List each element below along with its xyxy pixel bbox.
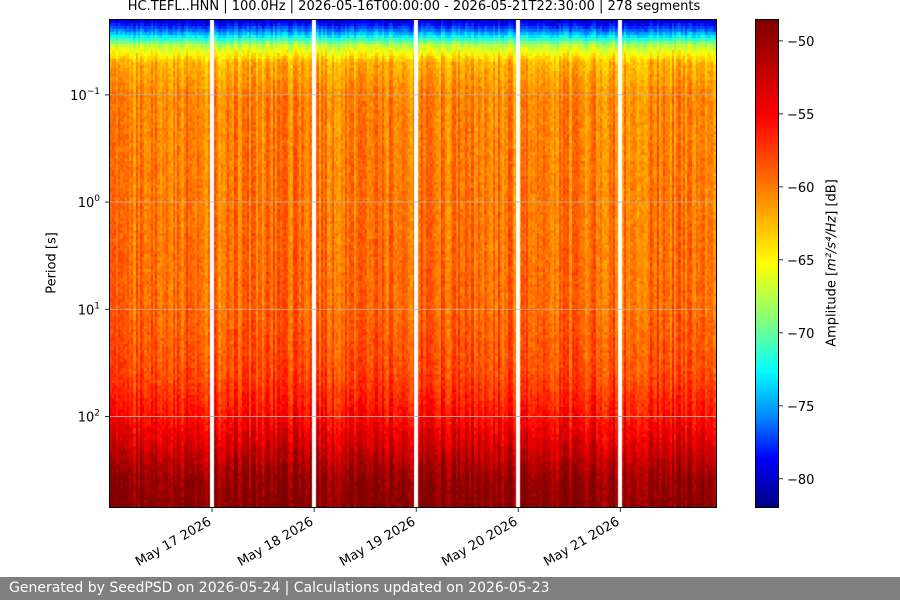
x-tick-label: May 21 2026 <box>541 514 622 569</box>
colorbar-label-text: Amplitude [ <box>824 270 840 347</box>
chart-title: HC.TEFL..HNN | 100.0Hz | 2026-05-16T00:0… <box>127 0 701 14</box>
y-tick-label: 102 <box>78 408 100 425</box>
colorbar-tick-label: −75 <box>787 400 814 415</box>
colorbar-label: Amplitude [m²/s⁴/Hz] [dB] <box>825 179 840 347</box>
colorbar-label-tail: ] [dB] <box>824 179 840 216</box>
colorbar <box>755 19 779 508</box>
colorbar-label-unit: m²/s⁴/Hz <box>824 215 840 271</box>
footer-bar: Generated by SeedPSD on 2026-05-24 | Cal… <box>0 577 900 600</box>
colorbar-tick-label: −60 <box>787 181 814 196</box>
x-tick-label: May 17 2026 <box>133 514 214 569</box>
x-tick-label: May 19 2026 <box>337 514 418 569</box>
y-tick-label: 10−1 <box>70 87 100 104</box>
spectrogram-plot[interactable] <box>109 19 717 508</box>
x-tick-label: May 20 2026 <box>439 514 520 569</box>
colorbar-tick-label: −70 <box>787 327 814 342</box>
spectrogram-heatmap <box>110 20 716 507</box>
y-tick-label: 101 <box>78 301 100 318</box>
y-tick-label: 100 <box>78 194 101 211</box>
colorbar-tick-label: −50 <box>787 35 814 50</box>
plot-overlay <box>110 94 716 417</box>
y-axis-label: Period [s] <box>44 232 60 294</box>
colorbar-tick-label: −65 <box>787 254 814 269</box>
x-tick-label: May 18 2026 <box>235 514 316 569</box>
colorbar-tick-label: −80 <box>787 473 814 488</box>
colorbar-tick-label: −55 <box>787 108 814 123</box>
